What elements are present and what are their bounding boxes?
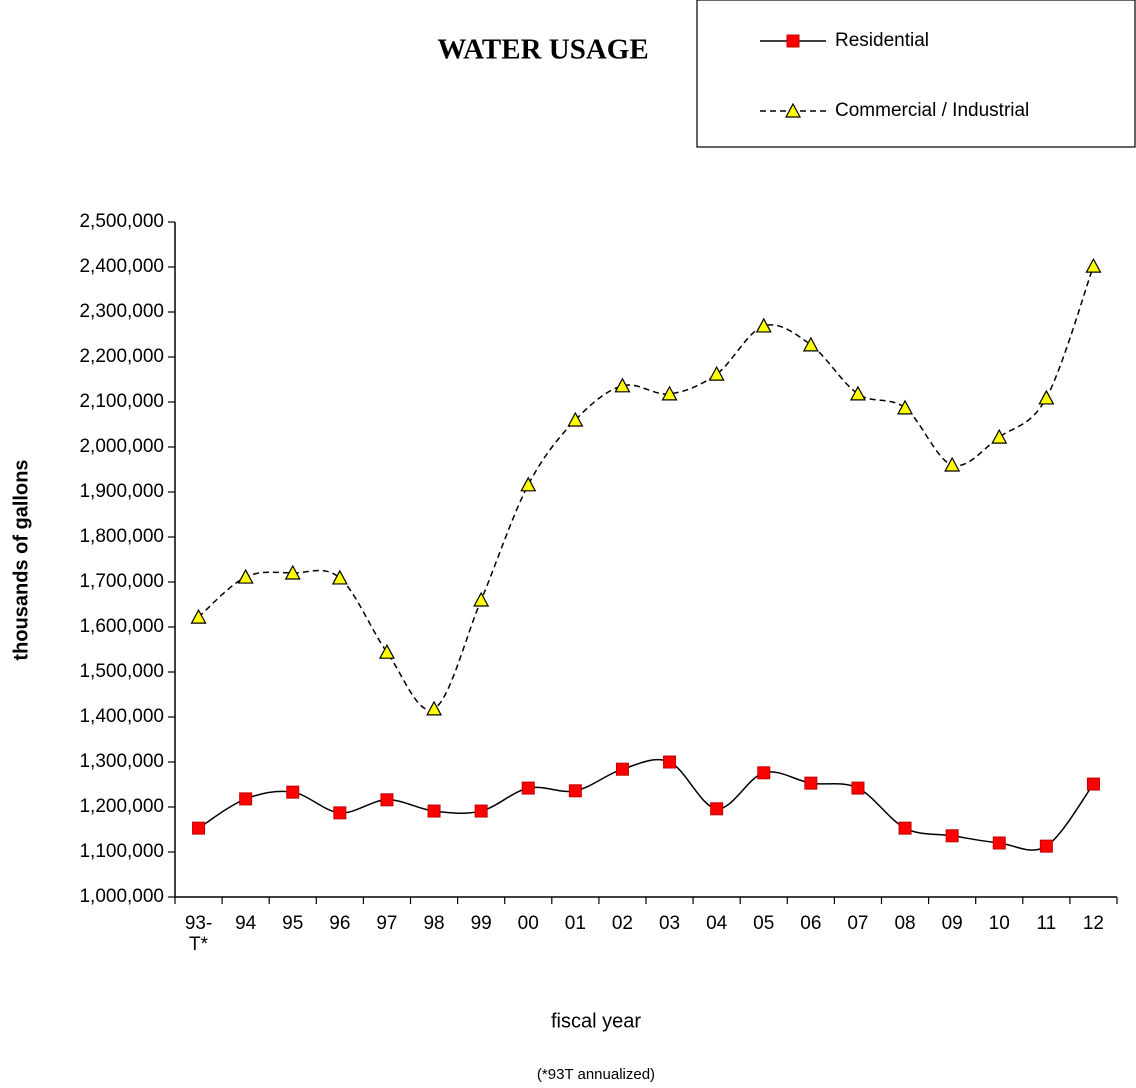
marker [661,385,678,401]
y-tick-label: 1,100,000 [79,841,164,862]
marker [945,829,959,843]
series-line [198,758,1095,851]
marker [1086,777,1100,791]
x-tick-label: 99 [470,913,492,934]
x-tick-label: 02 [611,913,633,934]
marker [898,821,912,835]
marker [755,317,772,333]
marker [944,456,961,472]
marker [237,568,254,584]
series-line [198,265,1095,711]
marker [615,762,629,776]
y-tick-label: 1,800,000 [79,526,164,547]
x-tick-label: 08 [894,913,916,934]
marker [991,428,1008,444]
marker [849,385,866,401]
y-tick-label: 2,500,000 [79,211,164,232]
y-tick-label: 2,000,000 [79,436,164,457]
x-tick-label: 07 [847,913,869,934]
x-tick-label: 11 [1036,913,1057,934]
marker [190,608,207,624]
x-tick-label: 93-T* [184,913,213,955]
marker [1039,839,1053,853]
legend-label: Residential [835,30,929,51]
chart-title: WATER USAGE [437,34,648,66]
marker [1085,257,1102,273]
x-tick-label: 94 [235,913,257,934]
y-tick-label: 1,500,000 [79,661,164,682]
y-tick-label: 2,100,000 [79,391,164,412]
y-tick-label: 1,900,000 [79,481,164,502]
marker [521,781,535,795]
marker [520,476,537,492]
y-tick-label: 2,400,000 [79,256,164,277]
marker [1038,389,1055,405]
marker [239,792,253,806]
marker [992,836,1006,850]
marker [473,591,490,607]
x-tick-label: 10 [988,913,1010,934]
marker [614,377,631,393]
x-tick-label: 97 [376,913,398,934]
marker [567,411,584,427]
marker [757,766,771,780]
marker [378,643,395,659]
marker [333,806,347,820]
marker [568,784,582,798]
marker [427,804,441,818]
x-tick-label: 95 [282,913,304,934]
legend-marker [786,34,800,48]
marker [284,564,301,580]
marker [663,755,677,769]
x-tick-label: 03 [658,913,681,934]
marker [286,785,300,799]
y-tick-label: 1,200,000 [79,796,164,817]
x-tick-label: 98 [423,913,445,934]
x-tick-label: 12 [1082,913,1104,934]
marker [897,399,914,415]
y-axis-title: thousands of gallons [10,459,32,660]
marker [474,804,488,818]
x-tick-label: 05 [753,913,775,934]
marker [802,336,819,352]
marker [804,776,818,790]
marker [710,802,724,816]
x-tick-label: 00 [517,913,539,934]
y-tick-label: 2,300,000 [79,301,164,322]
x-tick-label: 01 [564,913,586,934]
y-tick-label: 1,000,000 [79,886,164,907]
y-tick-label: 1,700,000 [79,571,164,592]
x-tick-label: 04 [706,913,728,934]
marker [331,569,348,585]
y-tick-label: 1,300,000 [79,751,164,772]
y-tick-label: 2,200,000 [79,346,164,367]
marker [708,365,725,381]
marker [426,700,443,716]
x-tick-label: 09 [941,913,963,934]
legend-marker [784,102,802,118]
y-tick-label: 1,600,000 [79,616,164,637]
x-tick-label: 06 [800,913,822,934]
legend-box [696,0,1136,148]
legend-label: Commercial / Industrial [835,100,1029,121]
y-tick-label: 1,400,000 [79,706,164,727]
x-tick-label: 96 [329,913,351,934]
marker [851,781,865,795]
x-axis-title: fiscal year [551,1010,641,1032]
footnote: (*93T annualized) [537,1066,655,1083]
marker [192,821,206,835]
marker [380,793,394,807]
